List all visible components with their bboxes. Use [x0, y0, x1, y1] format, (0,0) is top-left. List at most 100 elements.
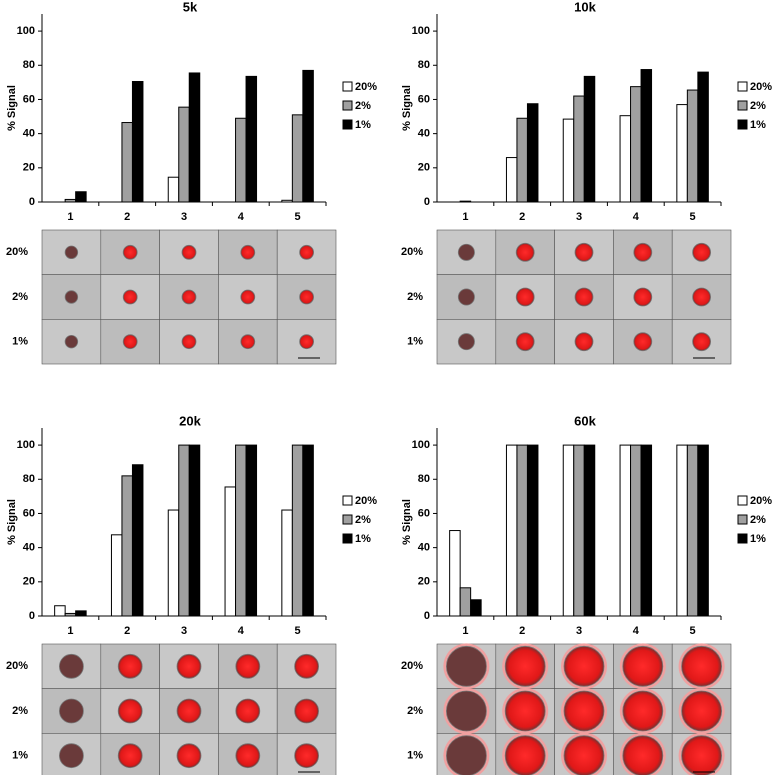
legend-label: 2%: [355, 100, 371, 112]
bar: [697, 444, 709, 617]
cell: [294, 743, 320, 769]
bar: [302, 444, 314, 617]
bar: [110, 534, 123, 617]
bar: [245, 444, 258, 617]
cell: [240, 289, 256, 305]
bar: [676, 104, 688, 203]
cell: [181, 334, 197, 350]
y-tick-label: 80: [418, 473, 430, 485]
image-row-label: 20%: [6, 246, 28, 258]
x-tick-label: 4: [633, 211, 640, 223]
cell: [64, 245, 79, 260]
y-tick-label: 40: [418, 128, 430, 140]
bar: [131, 464, 144, 617]
y-tick-label: 80: [418, 59, 430, 71]
x-tick-label: 3: [576, 211, 582, 223]
bar: [573, 444, 585, 617]
y-tick-label: 100: [412, 25, 430, 37]
bar: [281, 199, 293, 203]
bar: [167, 509, 180, 617]
cell: [294, 698, 320, 724]
cell: [235, 698, 261, 724]
bar: [583, 444, 596, 617]
image-row-label: 1%: [407, 336, 423, 348]
cell: [515, 287, 535, 307]
cell: [176, 698, 202, 724]
cell: [633, 332, 653, 352]
bar: [178, 106, 190, 203]
bar: [573, 95, 585, 203]
image-row-label: 2%: [407, 291, 423, 303]
bar: [64, 612, 77, 617]
y-axis-label: % Signal: [6, 85, 18, 131]
bar: [505, 444, 518, 617]
cell: [457, 333, 475, 351]
cell: [504, 735, 546, 775]
cell: [64, 290, 79, 304]
cell: [59, 743, 84, 769]
bar: [697, 71, 709, 203]
y-axis-label: % Signal: [401, 85, 413, 131]
cell: [240, 244, 256, 260]
bar: [686, 89, 699, 203]
bar: [686, 444, 699, 617]
y-tick-label: 0: [29, 610, 35, 622]
image-row-label: 20%: [401, 660, 423, 672]
cell: [299, 244, 315, 260]
cell: [681, 645, 722, 687]
x-tick-label: 5: [295, 211, 301, 223]
x-tick-label: 1: [462, 625, 468, 637]
y-tick-label: 80: [23, 59, 35, 71]
cell: [181, 244, 197, 260]
legend-swatch: [737, 119, 748, 130]
y-tick-label: 80: [23, 473, 35, 485]
bar: [470, 599, 482, 617]
bar: [54, 605, 66, 617]
bar: [630, 86, 642, 203]
bar: [224, 486, 237, 617]
y-tick-label: 20: [23, 576, 35, 588]
cell: [59, 653, 84, 679]
x-tick-label: 5: [295, 625, 301, 637]
legend-label: 20%: [750, 495, 772, 507]
cell: [563, 735, 605, 775]
legend-label: 20%: [355, 495, 377, 507]
legend-label: 1%: [355, 533, 371, 545]
chart-title: 10k: [574, 0, 596, 14]
x-tick-label: 5: [690, 625, 696, 637]
cell: [622, 690, 664, 732]
cell: [299, 334, 315, 350]
cell: [176, 653, 202, 679]
legend-swatch: [737, 495, 748, 506]
bar: [526, 103, 539, 203]
bar: [121, 122, 133, 203]
y-tick-label: 20: [418, 576, 430, 588]
bar: [281, 509, 293, 617]
bar: [188, 72, 201, 203]
bar: [121, 475, 133, 617]
cell: [457, 243, 475, 261]
x-tick-label: 2: [124, 211, 130, 223]
legend-swatch: [342, 533, 353, 544]
bar: [640, 444, 653, 617]
bar: [167, 176, 180, 203]
bar: [235, 117, 247, 203]
x-tick-label: 2: [519, 211, 525, 223]
legend-label: 2%: [355, 514, 371, 526]
legend-swatch: [342, 514, 353, 525]
bar: [291, 444, 304, 617]
cell: [181, 289, 197, 305]
chart-title: 5k: [183, 0, 198, 14]
bar: [245, 75, 258, 203]
cell: [574, 242, 594, 262]
cell: [692, 242, 711, 262]
bar: [64, 198, 77, 203]
cell: [445, 645, 487, 687]
cell: [59, 698, 84, 724]
cell: [117, 743, 143, 769]
y-tick-label: 100: [17, 25, 35, 37]
cell: [122, 289, 138, 305]
y-tick-label: 60: [418, 93, 430, 105]
y-axis-label: % Signal: [6, 499, 18, 545]
